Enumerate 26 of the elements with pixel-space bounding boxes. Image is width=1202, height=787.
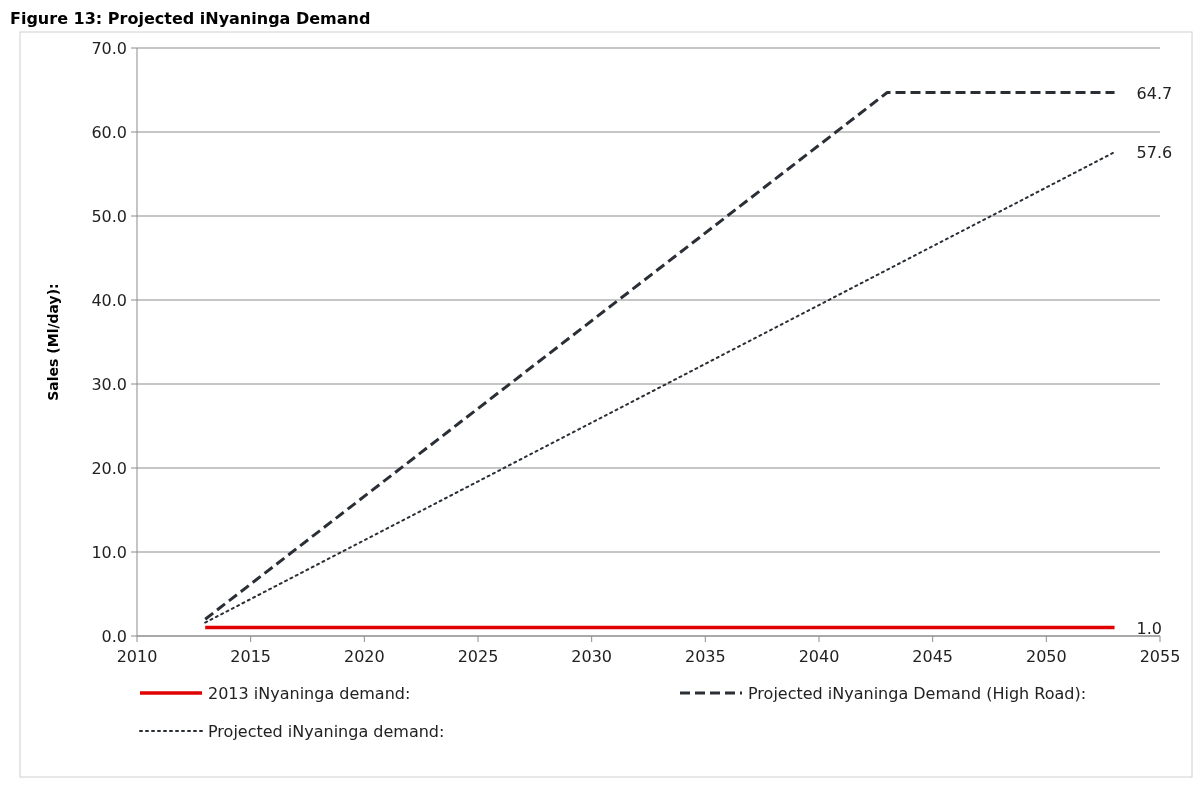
y-tick-label: 40.0 [91, 290, 127, 310]
x-tick-label: 2035 [684, 647, 726, 666]
data-label: 1.0 [1136, 618, 1162, 638]
data-label: 57.6 [1136, 143, 1173, 163]
y-tick-label: 0.0 [101, 626, 127, 646]
x-tick-label: 2040 [798, 647, 840, 666]
y-tick-label: 50.0 [91, 206, 127, 226]
legend-label: 2013 iNyaninga demand: [208, 683, 411, 703]
y-axis-title: Sales (Ml/day): [45, 283, 61, 401]
data-label: 64.7 [1136, 83, 1173, 103]
y-tick-label: 70.0 [91, 38, 127, 58]
x-tick-label: 2010 [116, 647, 158, 666]
y-tick-label: 60.0 [91, 122, 127, 142]
x-tick-label: 2050 [1025, 647, 1067, 666]
x-tick-label: 2045 [912, 647, 954, 666]
chart-title: Figure 13: Projected iNyaninga Demand [10, 9, 371, 28]
x-tick-label: 2055 [1139, 647, 1181, 666]
x-tick-label: 2025 [457, 647, 499, 666]
x-tick-label: 2030 [571, 647, 613, 666]
legend-label: Projected iNyaninga demand: [208, 721, 445, 741]
y-tick-label: 20.0 [91, 458, 127, 478]
y-tick-label: 10.0 [91, 542, 127, 562]
x-tick-label: 2015 [230, 647, 272, 666]
x-tick-label: 2020 [343, 647, 385, 666]
y-tick-label: 30.0 [91, 374, 127, 394]
legend-label: Projected iNyaninga Demand (High Road): [748, 683, 1087, 703]
